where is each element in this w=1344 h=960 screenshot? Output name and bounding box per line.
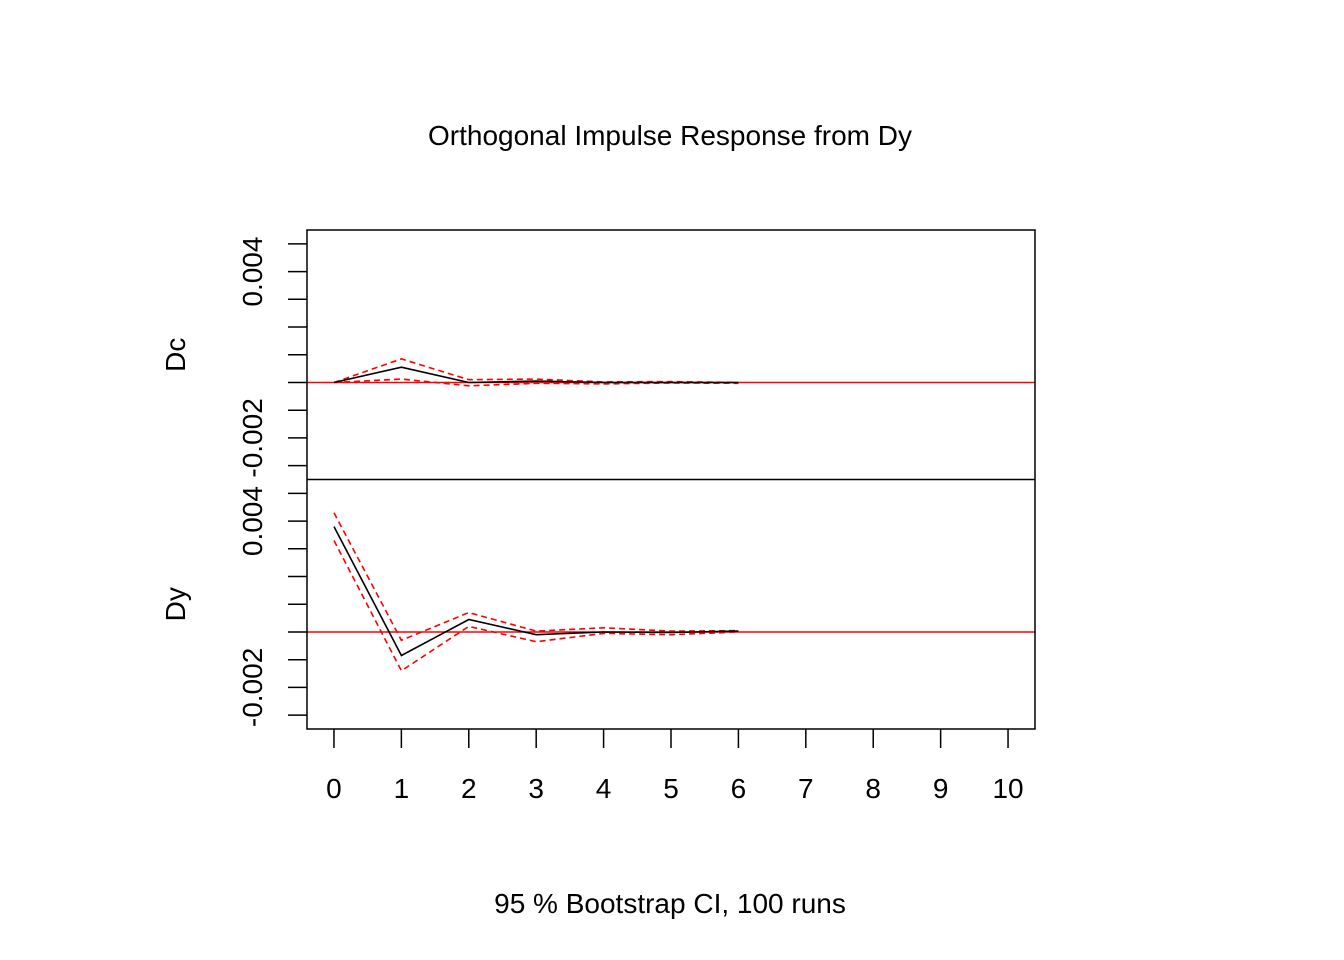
x-tick-label: 9	[933, 773, 949, 804]
chart-caption: 95 % Bootstrap CI, 100 runs	[494, 888, 846, 919]
x-tick-label: 1	[394, 773, 410, 804]
y-tick-label: -0.002	[237, 648, 268, 727]
panel-label-dy: Dy	[160, 587, 191, 621]
x-tick-label: 3	[528, 773, 544, 804]
ci-lower-line	[333, 378, 739, 387]
x-tick-label: 2	[461, 773, 477, 804]
y-tick-label: 0.004	[237, 486, 268, 556]
panel-dc: -0.002 0.004 Dc	[160, 237, 1035, 478]
x-tick-label: 4	[596, 773, 612, 804]
chart-title: Orthogonal Impulse Response from Dy	[428, 120, 912, 151]
panel-label-dc: Dc	[160, 338, 191, 372]
y-tick-label: 0.004	[237, 237, 268, 307]
y-tick-label: -0.002	[237, 398, 268, 477]
x-tick-label: 6	[731, 773, 747, 804]
ci-upper-line	[333, 358, 739, 384]
response-line	[333, 526, 739, 657]
x-tick-label: 8	[865, 773, 881, 804]
x-tick-label: 7	[798, 773, 814, 804]
response-line	[333, 366, 739, 384]
ci-lower-line	[333, 540, 739, 672]
x-tick-label: 5	[663, 773, 679, 804]
panel-dy: -0.002 0.004 Dy	[160, 486, 1035, 727]
ci-upper-line	[333, 512, 739, 642]
x-tick-label: 0	[326, 773, 342, 804]
plot-area: -0.002 0.004 Dc -0.002 0.004 Dy 0 1 2 3 4 5 6 7 8 9 10	[160, 229, 1036, 804]
x-tick-label: 10	[992, 773, 1023, 804]
